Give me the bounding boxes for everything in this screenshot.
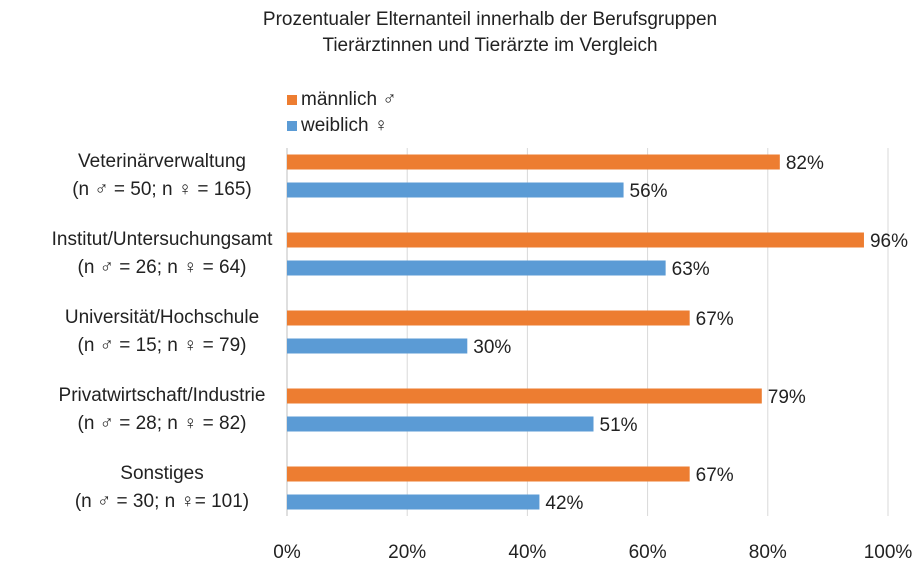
bar	[287, 260, 666, 276]
value-label: 96%	[870, 231, 908, 252]
legend-swatch	[287, 121, 297, 131]
x-tick-label: 100%	[864, 542, 913, 563]
value-label: 63%	[672, 259, 710, 280]
x-tick-label: 80%	[749, 542, 787, 563]
x-tick-label: 40%	[508, 542, 546, 563]
bar	[287, 310, 690, 326]
category-note: (n ♂ = 30; n ♀= 101)	[75, 491, 249, 512]
category-label: Institut/Untersuchungsamt	[52, 229, 273, 250]
value-label: 30%	[473, 337, 511, 358]
value-label: 42%	[545, 493, 583, 514]
value-label: 79%	[768, 387, 806, 408]
bar	[287, 338, 468, 354]
category-note: (n ♂ = 15; n ♀ = 79)	[78, 335, 247, 356]
value-label: 56%	[630, 181, 668, 202]
x-tick-label: 60%	[629, 542, 667, 563]
category-note: (n ♂ = 26; n ♀ = 64)	[78, 257, 247, 278]
bar	[287, 466, 690, 482]
category-note: (n ♂ = 28; n ♀ = 82)	[78, 413, 247, 434]
bar	[287, 154, 780, 170]
legend-swatch	[287, 95, 297, 105]
legend-label: männlich ♂	[301, 89, 397, 110]
category-note: (n ♂ = 50; n ♀ = 165)	[72, 179, 252, 200]
category-label: Privatwirtschaft/Industrie	[59, 385, 266, 406]
category-label: Universität/Hochschule	[65, 307, 259, 328]
chart-subtitle: Tierärztinnen und Tierärzte im Vergleich	[322, 35, 657, 56]
bar	[287, 232, 864, 248]
bar	[287, 494, 540, 510]
bar	[287, 416, 594, 432]
value-label: 51%	[600, 415, 638, 436]
category-label: Veterinärverwaltung	[78, 151, 246, 172]
chart-title: Prozentualer Elternanteil innerhalb der …	[263, 9, 717, 30]
legend-label: weiblich ♀	[300, 115, 388, 136]
value-label: 67%	[696, 309, 734, 330]
value-label: 67%	[696, 465, 734, 486]
x-tick-label: 0%	[273, 542, 301, 563]
x-tick-label: 20%	[388, 542, 426, 563]
value-label: 82%	[786, 153, 824, 174]
bar	[287, 388, 762, 404]
category-label: Sonstiges	[120, 463, 203, 484]
bar	[287, 182, 624, 198]
